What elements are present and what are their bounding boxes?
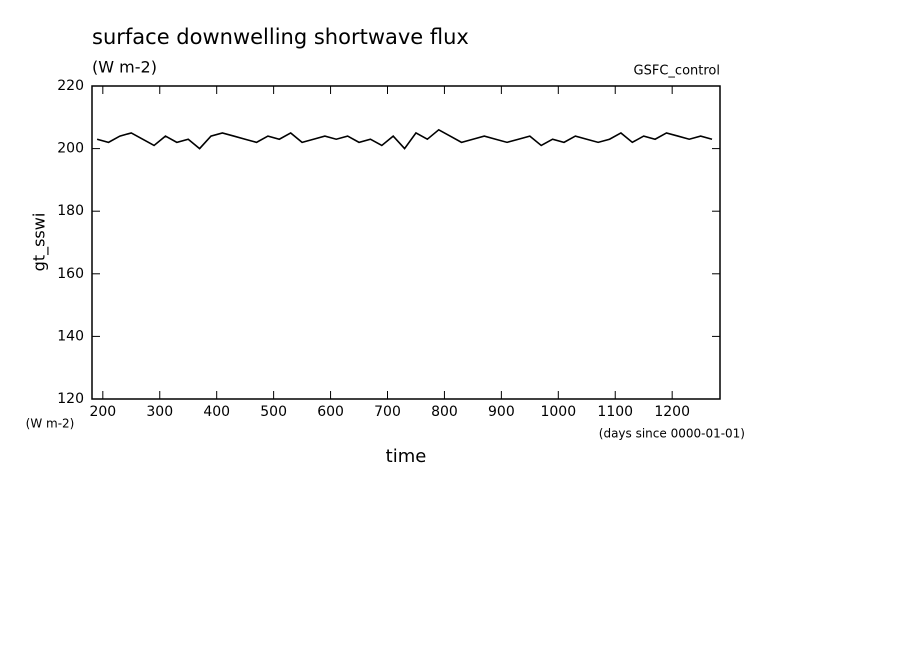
x-tick-label: 1200 xyxy=(654,404,690,420)
x-tick-label: 1100 xyxy=(597,404,633,420)
x-tick-label: 900 xyxy=(488,404,515,420)
y-tick-label: 120 xyxy=(57,391,84,407)
x-tick-label: 400 xyxy=(203,404,230,420)
y-tick-label: 140 xyxy=(57,328,84,344)
y-tick-label: 160 xyxy=(57,266,84,282)
x-tick-label: 600 xyxy=(317,404,344,420)
series-line xyxy=(96,128,713,150)
subtitle: (W m-2) xyxy=(92,58,157,77)
x-tick-label: 700 xyxy=(374,404,401,420)
chart-title: surface downwelling shortwave flux xyxy=(92,25,469,49)
y-axis-label: gt_sswi xyxy=(30,213,50,272)
y-tick-label: 180 xyxy=(57,203,84,219)
y-tick-label: 200 xyxy=(57,141,84,157)
x-tick-label: 200 xyxy=(89,404,116,420)
x-tick-label: 500 xyxy=(260,404,287,420)
x-axis-label: time xyxy=(386,446,427,467)
x-tick-label: 800 xyxy=(431,404,458,420)
annotation: GSFC_control xyxy=(634,64,720,79)
x-unit: (days since 0000-01-01) xyxy=(599,427,745,441)
plot-frame xyxy=(91,85,721,400)
x-tick-label: 1000 xyxy=(540,404,576,420)
y-tick-label: 220 xyxy=(57,78,84,94)
y-unit: (W m-2) xyxy=(26,417,75,431)
x-tick-label: 300 xyxy=(146,404,173,420)
